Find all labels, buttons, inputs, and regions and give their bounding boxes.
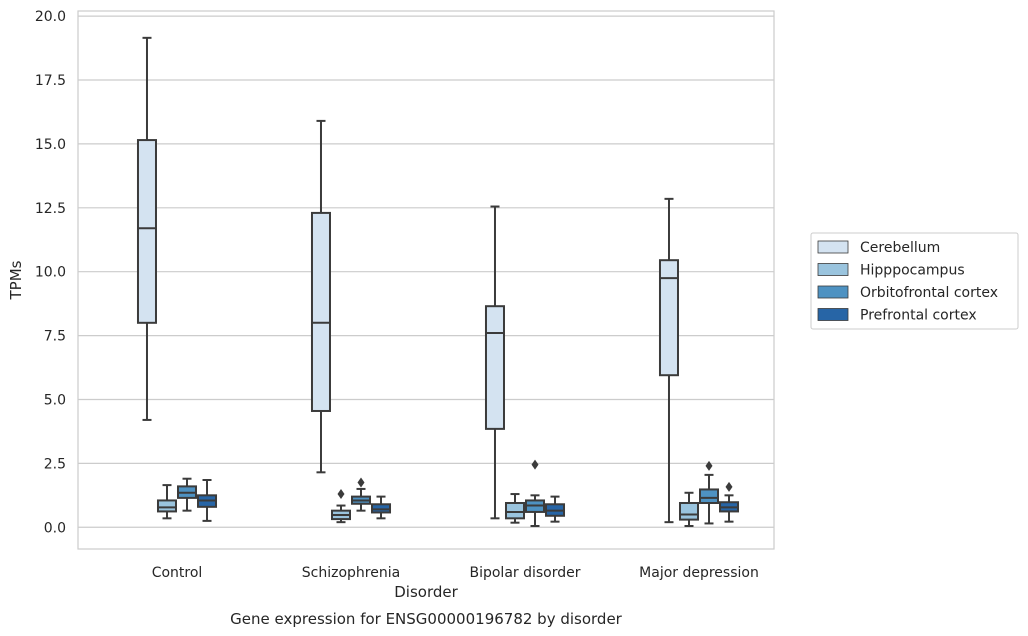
box-prefrontal-cortex	[197, 478, 218, 522]
y-tick-label: 20.0	[35, 9, 66, 25]
box-orbitofrontal-cortex	[351, 477, 372, 512]
legend-swatch	[817, 263, 849, 276]
y-tick-label: 0.0	[44, 520, 66, 536]
box-iqr	[484, 305, 505, 430]
y-tick-label: 2.5	[44, 456, 66, 472]
outlier-point	[725, 481, 733, 492]
box-cerebellum	[484, 205, 505, 520]
box-iqr	[658, 259, 679, 377]
legend-label: Hipppocampus	[860, 263, 965, 279]
y-tick-label: 7.5	[44, 329, 66, 345]
legend-label: Cerebellum	[860, 240, 940, 256]
y-tick-label: 5.0	[44, 392, 66, 408]
legend-swatch	[817, 285, 849, 299]
y-tick-labels: 0.0 2.5 5.0 7.5 10.0 12.5 15.0 17.5 20.0	[35, 9, 66, 536]
y-tick-label: 10.0	[35, 265, 66, 281]
box-hipppocampus	[330, 489, 351, 524]
box-cerebellum	[658, 197, 679, 524]
y-tick-label: 15.0	[35, 137, 66, 153]
legend-swatch	[817, 308, 849, 321]
outlier-point	[531, 459, 539, 470]
x-tick-label: Schizophrenia	[302, 565, 400, 581]
box-iqr	[310, 211, 331, 412]
legend-label: Prefrontal cortex	[860, 308, 977, 324]
x-tick-label: Control	[152, 565, 203, 581]
box-hipppocampus	[504, 493, 525, 524]
box-series	[136, 36, 740, 527]
chart-caption: Gene expression for ENSG00000196782 by d…	[230, 610, 623, 628]
box-orbitofrontal-cortex	[525, 459, 546, 527]
box-iqr	[156, 499, 177, 513]
x-tick-label: Major depression	[639, 565, 759, 581]
x-axis-title: Disorder	[394, 583, 458, 601]
plot-area	[77, 10, 775, 550]
box-cerebellum	[136, 36, 157, 421]
box-prefrontal-cortex	[719, 481, 740, 523]
x-tick-labels: Control Schizophrenia Bipolar disorder Majo…	[152, 565, 759, 581]
y-tick-label: 12.5	[35, 201, 66, 217]
legend-label: Orbitofrontal cortex	[860, 285, 998, 301]
legend-swatch	[817, 240, 849, 254]
legend: Cerebellum Hipppocampus Orbitofrontal cort…	[810, 232, 1019, 330]
outlier-point	[357, 477, 365, 488]
box-iqr	[136, 139, 157, 324]
box-prefrontal-cortex	[545, 495, 566, 523]
y-tick-label: 17.5	[35, 73, 66, 89]
outlier-point	[705, 460, 713, 471]
box-hipppocampus	[678, 491, 699, 527]
y-axis-title: TPMs	[7, 260, 25, 300]
outlier-point	[337, 489, 345, 500]
box-orbitofrontal-cortex	[699, 460, 720, 525]
box-iqr	[678, 501, 699, 521]
legend-frame	[810, 232, 1019, 330]
box-hipppocampus	[156, 484, 177, 520]
box-iqr	[504, 501, 525, 520]
box-orbitofrontal-cortex	[177, 477, 198, 512]
box-prefrontal-cortex	[371, 495, 392, 520]
box-iqr	[699, 488, 720, 504]
box-cerebellum	[310, 119, 331, 474]
box-iqr	[371, 503, 392, 514]
x-tick-label: Bipolar disorder	[469, 565, 580, 581]
gridlines	[78, 15, 774, 528]
